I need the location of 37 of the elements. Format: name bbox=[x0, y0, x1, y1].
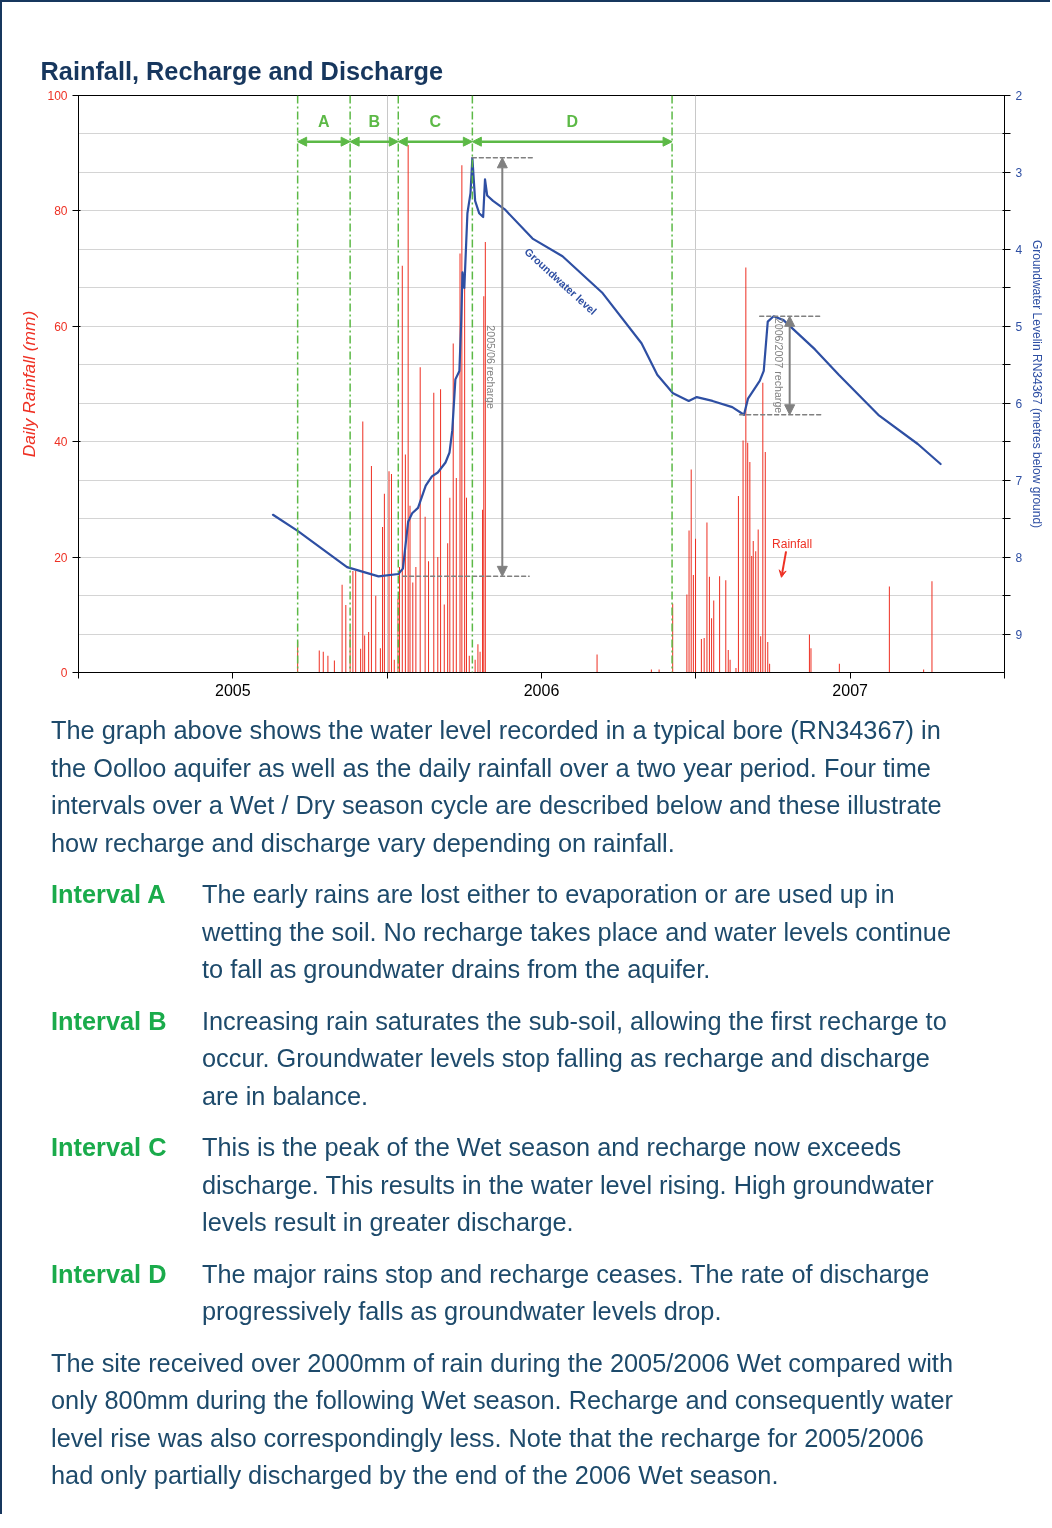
y2-tick-label: 7 bbox=[1015, 473, 1023, 488]
chart-title: Rainfall, Recharge and Discharge bbox=[40, 56, 444, 85]
text: Interval C bbox=[51, 1132, 168, 1163]
y2-tick-label: 2 bbox=[1015, 89, 1023, 103]
y2-tick-label: 4 bbox=[1015, 242, 1023, 257]
annotation: 2005/06 recharge bbox=[485, 325, 498, 409]
annotation: B bbox=[368, 112, 380, 130]
y2-tick-label: 9 bbox=[1015, 627, 1023, 642]
y-axis-title: Daily Rainfall (mm) bbox=[19, 310, 40, 458]
y2-tick-label: 5 bbox=[1015, 319, 1023, 334]
y2-axis-title: Groundwater Levelin RN34367 (metres below ground) bbox=[1030, 239, 1045, 529]
text: The early rains are lost either to evaporation or are used up in wetting the soil. No recharge takes place and water levels continue to fall as groundwater drains from the aquifer. bbox=[202, 879, 952, 985]
text: Increasing rain saturates the sub-soil, allowing the first recharge to occur. Groundwater levels stop falling as recharge and discharge are in balance. bbox=[202, 1005, 948, 1112]
text: The major rains stop and recharge ceases. The rate of discharge progressively falls as groundwater levels drop. bbox=[202, 1258, 931, 1327]
y-tick-label: 20 bbox=[54, 550, 68, 565]
y-tick-label: 60 bbox=[54, 319, 68, 334]
text: This is the peak of the Wet season and recharge now exceeds discharge. This results in the water level rising. High groundwater levels result in greater discharge. bbox=[202, 1132, 935, 1238]
annotation: D bbox=[566, 112, 578, 130]
y2-tick-label: 6 bbox=[1015, 396, 1023, 411]
x-tick-label: 2005 bbox=[215, 681, 251, 699]
x-tick-label: 2007 bbox=[832, 681, 869, 699]
y-tick-label: 100 bbox=[47, 89, 68, 103]
annotation: C bbox=[429, 112, 442, 130]
y-tick-label: 40 bbox=[54, 435, 68, 450]
text: Interval D bbox=[51, 1258, 168, 1290]
y-tick-label: 0 bbox=[60, 666, 68, 680]
y2-tick-label: 8 bbox=[1015, 550, 1023, 565]
series-label: Rainfall bbox=[772, 537, 813, 552]
y2-tick-label: 3 bbox=[1015, 165, 1023, 180]
text: Interval A bbox=[51, 879, 167, 910]
x-tick-label: 2006 bbox=[523, 681, 560, 699]
annotation: A bbox=[318, 112, 331, 130]
annotation: 2006/2007 recharge bbox=[772, 317, 785, 414]
y-tick-label: 80 bbox=[54, 204, 68, 219]
text: Interval B bbox=[51, 1005, 168, 1037]
text: The graph above shows the water level recorded in a typical bore (RN34367) in the Oolloo aquifer as well as the daily rainfall over a two year period. Four time intervals over a Wet / Dry season cycle are described below and these illustrate how recharge and discharge vary depending on rainfall. bbox=[51, 715, 943, 859]
text: The site received over 2000mm of rain during the 2005/2006 Wet compared with only 800mm during the following Wet season. Recharge and consequently water level rise was also correspondingly less. Note that the recharge for 2005/2006 had only partially discharged by the end of the 2006 Wet season. bbox=[51, 1347, 955, 1491]
